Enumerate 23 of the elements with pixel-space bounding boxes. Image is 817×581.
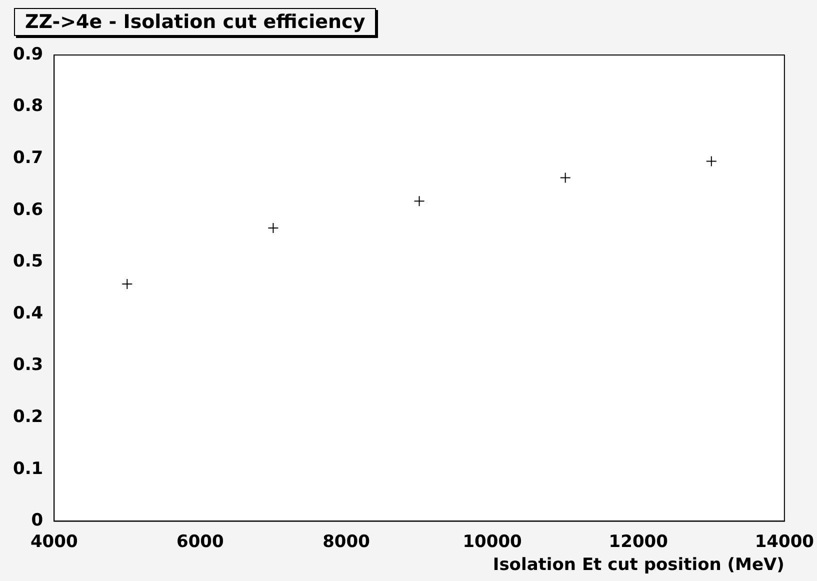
y-tick-label: 0 xyxy=(31,510,44,531)
y-tick-label: 0.5 xyxy=(12,252,44,272)
y-tick-label: 0.2 xyxy=(12,407,44,428)
y-tick-label: 0.1 xyxy=(12,458,44,479)
y-tick-label: 0.7 xyxy=(12,148,44,168)
x-tick-label: 10000 xyxy=(462,532,522,552)
y-tick-label: 0.4 xyxy=(12,303,44,324)
point xyxy=(122,278,133,290)
point xyxy=(706,156,717,167)
y-tick-label: 0.9 xyxy=(12,44,44,64)
point xyxy=(414,196,425,207)
y-tick-label: 0.3 xyxy=(12,355,44,376)
point xyxy=(560,172,571,184)
x-tick-label: 14000 xyxy=(754,532,814,552)
x-axis-title: Isolation Et cut position (MeV) xyxy=(492,555,784,576)
x-tick-label: 6000 xyxy=(176,532,224,552)
chart-title: ZZ->4e - Isolation cut efficiency xyxy=(14,8,376,36)
point xyxy=(268,222,279,234)
x-tick-label: 12000 xyxy=(608,532,668,552)
y-tick-label: 0.8 xyxy=(12,96,44,116)
x-tick-label: 4000 xyxy=(30,532,78,552)
x-tick-label: 8000 xyxy=(322,532,370,552)
y-tick-label: 0.6 xyxy=(12,200,44,220)
